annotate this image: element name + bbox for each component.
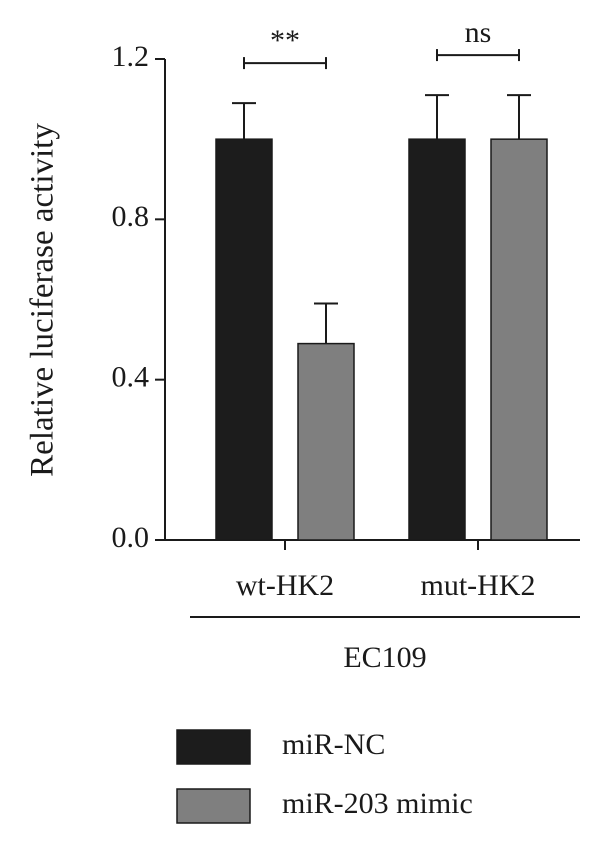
y-tick-label: 1.2: [112, 40, 150, 73]
bar: [215, 138, 273, 541]
legend-swatch: [176, 729, 251, 765]
bar: [408, 138, 466, 541]
legend-label: miR-NC: [282, 728, 385, 761]
sig-label: **: [270, 24, 300, 57]
x-tick-label: wt-HK2: [236, 569, 334, 602]
group-label: EC109: [343, 641, 426, 674]
y-tick-label: 0.4: [112, 361, 150, 394]
y-tick-label: 0.8: [112, 200, 150, 233]
legend-label: miR-203 mimic: [282, 787, 473, 820]
y-axis-label: Relative luciferase activity: [25, 123, 61, 477]
x-tick-label: mut-HK2: [421, 569, 536, 602]
y-tick-label: 0.0: [112, 521, 150, 554]
bar: [297, 342, 355, 541]
bar: [490, 138, 548, 541]
legend-swatch: [176, 788, 251, 824]
sig-label: ns: [465, 16, 492, 49]
